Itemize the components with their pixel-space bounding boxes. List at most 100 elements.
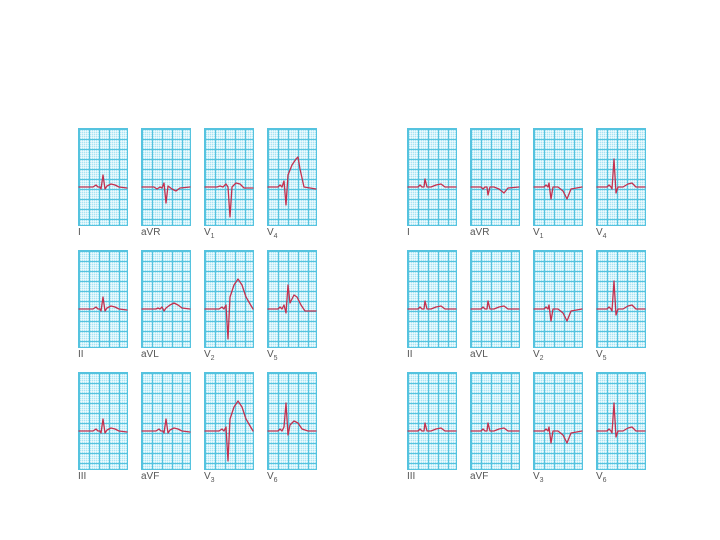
ecg-lead-avr: aVR xyxy=(141,128,191,238)
ecg-grid xyxy=(78,372,128,470)
ecg-trace-svg xyxy=(141,302,191,312)
ecg-trace-svg xyxy=(533,182,583,200)
ecg-trace-svg xyxy=(204,182,254,218)
ecg-lead-avr: aVR xyxy=(470,128,520,238)
lead-label-text: aVR xyxy=(141,227,161,238)
ecg-waveform xyxy=(407,300,457,310)
lead-label-text: V xyxy=(204,349,211,360)
lead-label-text: aVF xyxy=(470,471,489,482)
lead-label-text: V xyxy=(533,227,540,238)
lead-label: V4 xyxy=(267,227,278,240)
ecg-trace-svg xyxy=(596,402,646,438)
ecg-waveform xyxy=(78,174,128,190)
lead-label: V1 xyxy=(204,227,215,240)
ecg-lead-v6: V6 xyxy=(596,372,646,484)
ecg-lead-iii: III xyxy=(407,372,457,482)
lead-label-text: I xyxy=(407,227,410,238)
ecg-waveform xyxy=(407,422,457,432)
ecg-grid xyxy=(596,372,646,470)
ecg-grid xyxy=(141,128,191,226)
lead-label-subscript: 6 xyxy=(273,477,278,484)
ecg-trace-svg xyxy=(267,156,317,206)
ecg-trace-svg xyxy=(407,300,457,310)
ecg-lead-iii: III xyxy=(78,372,128,482)
lead-label-subscript: 4 xyxy=(602,233,607,240)
ecg-waveform xyxy=(470,422,520,432)
ecg-trace-svg xyxy=(407,422,457,432)
lead-label: aVL xyxy=(470,349,488,360)
ecg-lead-i: I xyxy=(407,128,457,238)
lead-label-text: V xyxy=(596,471,603,482)
ecg-trace-svg xyxy=(470,300,520,310)
ecg-waveform xyxy=(596,158,646,194)
lead-label: V3 xyxy=(204,471,215,484)
ecg-grid xyxy=(596,128,646,226)
lead-label: V1 xyxy=(533,227,544,240)
lead-label-subscript: 3 xyxy=(539,477,544,484)
lead-label: V6 xyxy=(596,471,607,484)
ecg-waveform xyxy=(78,296,128,312)
ecg-waveform xyxy=(407,178,457,188)
ecg-grid xyxy=(470,250,520,348)
lead-label-text: V xyxy=(267,471,274,482)
ecg-waveform xyxy=(596,402,646,438)
lead-label-subscript: 5 xyxy=(602,355,607,362)
lead-label: V2 xyxy=(533,349,544,362)
lead-label: I xyxy=(407,227,410,238)
ecg-waveform xyxy=(267,284,317,314)
lead-label: II xyxy=(78,349,84,360)
lead-label-text: III xyxy=(78,471,87,482)
ecg-trace-svg xyxy=(596,280,646,316)
lead-label-subscript: 6 xyxy=(602,477,607,484)
ecg-trace-svg xyxy=(78,418,128,434)
ecg-grid xyxy=(533,128,583,226)
lead-label: II xyxy=(407,349,413,360)
ecg-waveform xyxy=(470,186,520,196)
ecg-lead-v5: V5 xyxy=(596,250,646,362)
ecg-lead-avf: aVF xyxy=(470,372,520,482)
ecg-waveform xyxy=(533,426,583,444)
ecg-trace-svg xyxy=(141,418,191,434)
ecg-grid xyxy=(407,128,457,226)
ecg-grid xyxy=(267,250,317,348)
ecg-waveform xyxy=(141,302,191,312)
lead-label: V2 xyxy=(204,349,215,362)
lead-label: aVF xyxy=(470,471,488,482)
ecg-waveform xyxy=(204,278,254,340)
lead-label: aVL xyxy=(141,349,159,360)
lead-label: III xyxy=(407,471,415,482)
ecg-grid xyxy=(533,372,583,470)
ecg-grid xyxy=(407,250,457,348)
ecg-trace-svg xyxy=(407,178,457,188)
ecg-grid xyxy=(470,372,520,470)
lead-label-subscript: 3 xyxy=(210,477,215,484)
lead-label: aVF xyxy=(141,471,159,482)
ecg-trace-svg xyxy=(470,422,520,432)
ecg-lead-v6: V6 xyxy=(267,372,317,484)
ecg-trace-svg xyxy=(141,182,191,204)
ecg-lead-v4: V4 xyxy=(596,128,646,240)
ecg-lead-v3: V3 xyxy=(533,372,583,484)
ecg-lead-v4: V4 xyxy=(267,128,317,240)
lead-label-subscript: 1 xyxy=(539,233,544,240)
lead-label-text: III xyxy=(407,471,416,482)
ecg-waveform xyxy=(204,182,254,218)
ecg-grid xyxy=(596,250,646,348)
lead-label-text: aVL xyxy=(470,349,488,360)
lead-label: III xyxy=(78,471,86,482)
lead-label: V3 xyxy=(533,471,544,484)
lead-label-subscript: 4 xyxy=(273,233,278,240)
lead-label: I xyxy=(78,227,81,238)
lead-label-text: aVF xyxy=(141,471,160,482)
ecg-grid xyxy=(141,372,191,470)
ecg-trace-svg xyxy=(78,174,128,190)
lead-label-text: aVL xyxy=(141,349,159,360)
lead-label: V5 xyxy=(267,349,278,362)
ecg-grid xyxy=(204,128,254,226)
ecg-lead-v2: V2 xyxy=(204,250,254,362)
ecg-waveform xyxy=(78,418,128,434)
ecg-grid xyxy=(204,372,254,470)
ecg-trace-svg xyxy=(596,158,646,194)
ecg-grid xyxy=(78,250,128,348)
ecg-waveform xyxy=(267,156,317,206)
